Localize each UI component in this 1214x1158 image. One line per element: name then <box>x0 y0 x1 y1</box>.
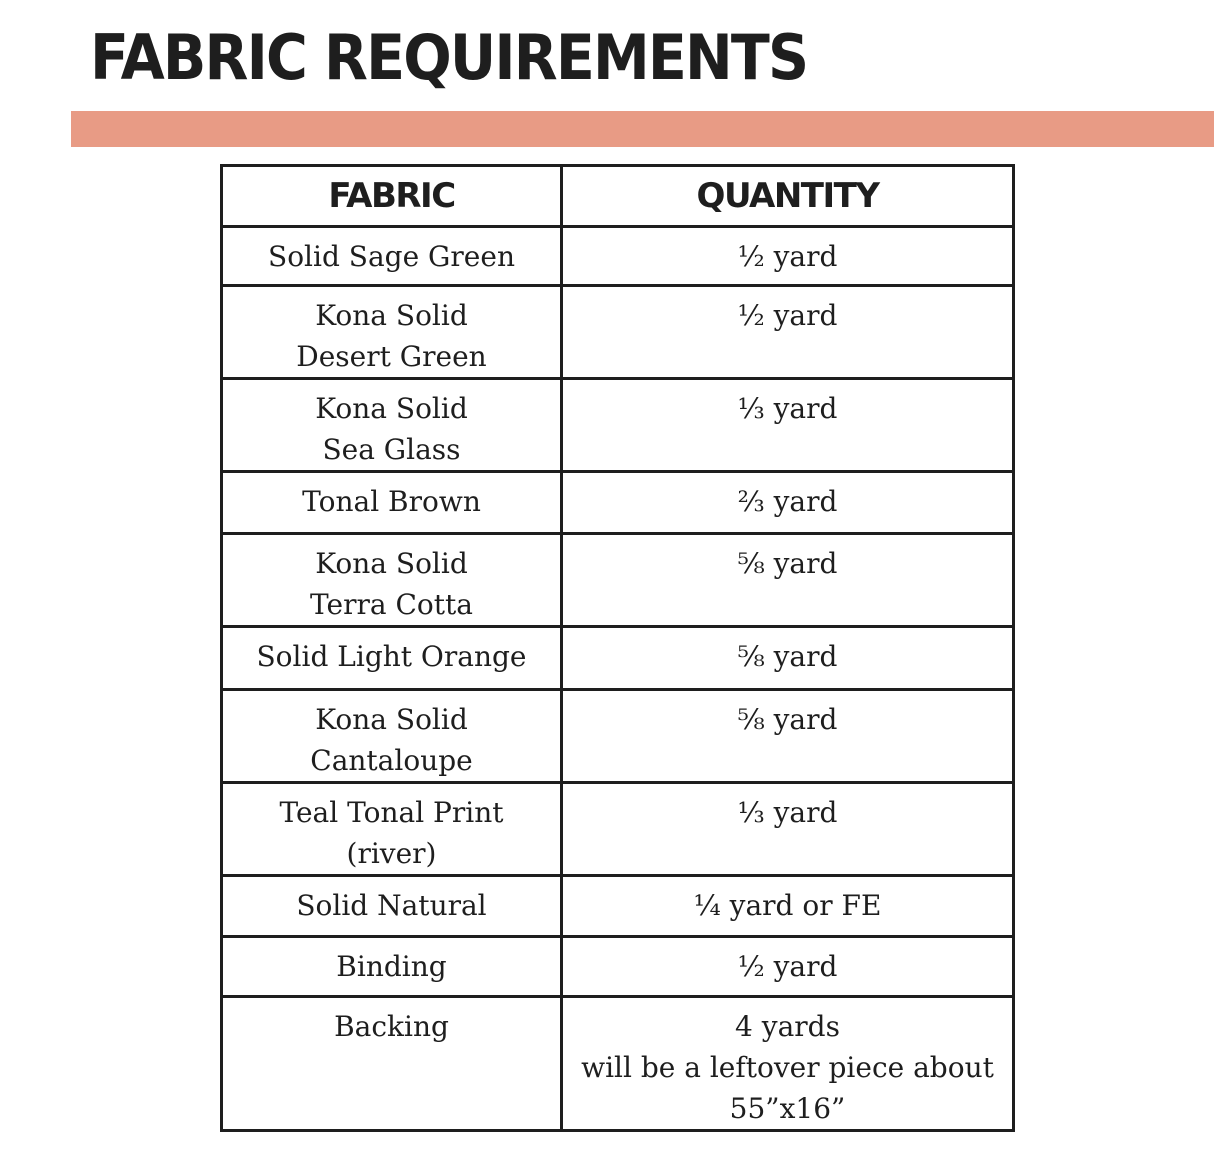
fabric-cell-line: Solid Natural <box>296 889 487 922</box>
header-row: FABRIC QUANTITY <box>220 164 1015 228</box>
quantity-cell: ⅝ yard <box>560 688 1015 784</box>
fabric-cell-line: Binding <box>336 950 447 983</box>
fabric-cell: Solid Sage Green <box>220 225 563 287</box>
fabric-cell-line: Terra Cotta <box>310 588 473 621</box>
header-fabric: FABRIC <box>220 164 563 228</box>
accent-bar <box>71 111 1214 147</box>
table-row: Backing 4 yards will be a leftover piece a… <box>220 995 1015 1132</box>
fabric-cell-line: Kona Solid <box>315 547 468 580</box>
fabric-cell-line: Desert Green <box>296 340 487 373</box>
quantity-cell-line: ⅓ yard <box>737 392 838 425</box>
fabric-cell-line: Solid Sage Green <box>268 240 515 273</box>
fabric-cell-line: Kona Solid <box>315 299 468 332</box>
table-row: Solid Light Orange ⅝ yard <box>220 625 1015 691</box>
fabric-cell-line: Tonal Brown <box>302 485 481 518</box>
quantity-cell-line: ⅝ yard <box>737 703 838 736</box>
fabric-cell: Binding <box>220 935 563 998</box>
fabric-cell-line: Teal Tonal Print <box>279 796 504 829</box>
header-quantity: QUANTITY <box>560 164 1015 228</box>
fabric-cell: Teal Tonal Print (river) <box>220 781 563 877</box>
quantity-cell: ¼ yard or FE <box>560 874 1015 938</box>
fabric-cell: Kona Solid Cantaloupe <box>220 688 563 784</box>
quantity-cell: ⅓ yard <box>560 377 1015 473</box>
table-row: Kona Solid Desert Green ½ yard <box>220 284 1015 380</box>
quantity-cell-line: ½ yard <box>737 299 838 332</box>
table-row: Kona Solid Terra Cotta ⅝ yard <box>220 532 1015 628</box>
fabric-cell-line: (river) <box>346 837 437 870</box>
table-row: Tonal Brown ⅔ yard <box>220 470 1015 535</box>
fabric-cell: Kona Solid Desert Green <box>220 284 563 380</box>
fabric-cell: Kona Solid Sea Glass <box>220 377 563 473</box>
quantity-cell: ½ yard <box>560 935 1015 998</box>
fabric-cell: Solid Light Orange <box>220 625 563 691</box>
page-title: FABRIC REQUIREMENTS <box>90 21 809 94</box>
quantity-cell: ⅔ yard <box>560 470 1015 535</box>
table-row: Solid Natural ¼ yard or FE <box>220 874 1015 938</box>
quantity-cell-line: ⅝ yard <box>737 640 838 673</box>
quantity-cell: ½ yard <box>560 284 1015 380</box>
quantity-cell: ⅝ yard <box>560 625 1015 691</box>
table-row: Teal Tonal Print (river) ⅓ yard <box>220 781 1015 877</box>
fabric-cell-line: Solid Light Orange <box>256 640 527 673</box>
fabric-cell: Tonal Brown <box>220 470 563 535</box>
fabric-cell: Kona Solid Terra Cotta <box>220 532 563 628</box>
quantity-cell-line: ⅝ yard <box>737 547 838 580</box>
fabric-cell: Backing <box>220 995 563 1132</box>
fabric-requirements-table: FABRIC QUANTITY Solid Sage Green ½ yard Ko… <box>220 164 1015 1132</box>
quantity-cell: ⅓ yard <box>560 781 1015 877</box>
table-row: Solid Sage Green ½ yard <box>220 225 1015 287</box>
quantity-cell-line: ½ yard <box>737 950 838 983</box>
quantity-cell: ½ yard <box>560 225 1015 287</box>
quantity-cell-line: ¼ yard or FE <box>693 889 882 922</box>
quantity-cell-line: will be a leftover piece about <box>581 1051 994 1084</box>
quantity-cell-line: ⅓ yard <box>737 796 838 829</box>
fabric-cell-line: Cantaloupe <box>310 744 473 777</box>
quantity-cell-line: 4 yards <box>735 1010 840 1043</box>
fabric-cell-line: Kona Solid <box>315 703 468 736</box>
fabric-cell-line: Kona Solid <box>315 392 468 425</box>
quantity-cell-line: 55”x16” <box>729 1092 846 1125</box>
quantity-cell: ⅝ yard <box>560 532 1015 628</box>
fabric-cell: Solid Natural <box>220 874 563 938</box>
quantity-cell-line: ½ yard <box>737 240 838 273</box>
table-row: Kona Solid Sea Glass ⅓ yard <box>220 377 1015 473</box>
quantity-cell-line: ⅔ yard <box>737 485 838 518</box>
quantity-cell: 4 yards will be a leftover piece about 55”… <box>560 995 1015 1132</box>
fabric-cell-line: Backing <box>334 1010 449 1043</box>
table-row: Kona Solid Cantaloupe ⅝ yard <box>220 688 1015 784</box>
fabric-cell-line: Sea Glass <box>322 433 461 466</box>
table-row: Binding ½ yard <box>220 935 1015 998</box>
